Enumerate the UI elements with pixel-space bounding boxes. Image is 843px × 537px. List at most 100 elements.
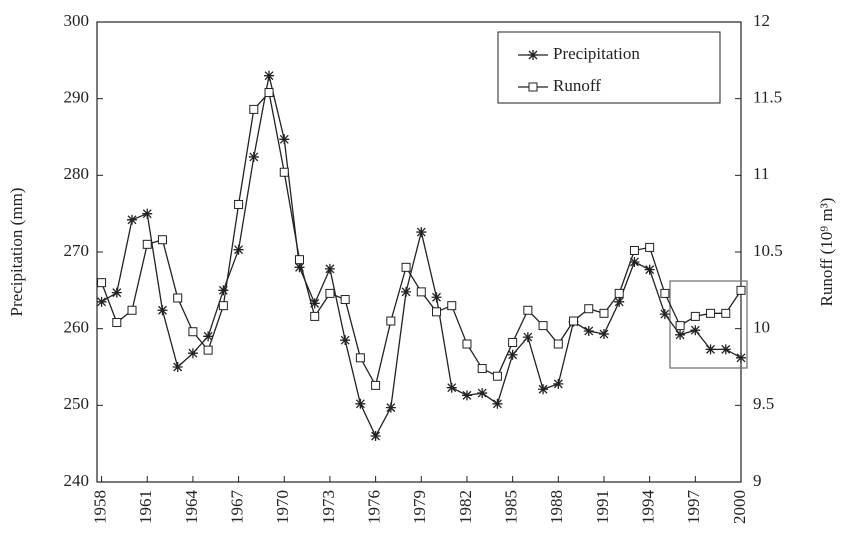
data-point bbox=[355, 353, 365, 363]
data-point bbox=[203, 345, 213, 355]
data-point bbox=[492, 398, 503, 409]
data-point bbox=[659, 309, 670, 320]
data-point bbox=[690, 325, 701, 336]
data-point bbox=[157, 235, 167, 245]
data-point bbox=[370, 431, 381, 441]
data-point bbox=[294, 255, 304, 265]
x-tick-label: 1967 bbox=[227, 490, 246, 525]
y-axis-label: Precipitation (mm) bbox=[7, 188, 26, 317]
y2-tick-label: 9.5 bbox=[753, 394, 774, 413]
data-point bbox=[477, 364, 487, 374]
data-point bbox=[279, 167, 289, 177]
legend-marker bbox=[528, 50, 538, 60]
y2-tick-label: 12 bbox=[753, 11, 770, 30]
y2-tick-label: 10 bbox=[753, 318, 770, 337]
data-point bbox=[690, 311, 700, 321]
data-point bbox=[644, 264, 655, 275]
x-tick-label: 1973 bbox=[319, 490, 338, 524]
data-point bbox=[736, 352, 746, 363]
data-point bbox=[492, 371, 502, 381]
data-point bbox=[584, 304, 594, 314]
legend-label: Precipitation bbox=[553, 44, 640, 63]
data-point bbox=[507, 349, 518, 360]
x-tick-label: 1964 bbox=[182, 490, 201, 525]
y2-tick-label: 10.5 bbox=[753, 241, 783, 260]
data-point bbox=[462, 339, 472, 349]
data-point bbox=[96, 296, 107, 307]
data-point bbox=[325, 288, 335, 298]
data-point bbox=[324, 263, 335, 274]
data-point bbox=[614, 296, 625, 307]
data-point bbox=[629, 256, 640, 267]
data-point bbox=[721, 308, 731, 318]
x-tick-label: 1997 bbox=[684, 490, 703, 525]
data-point bbox=[309, 298, 320, 309]
data-point bbox=[385, 402, 396, 413]
data-point bbox=[553, 378, 564, 389]
data-point bbox=[142, 239, 152, 249]
data-point bbox=[97, 278, 107, 288]
x-tick-label: 2000 bbox=[730, 490, 749, 524]
data-point bbox=[127, 214, 138, 225]
x-tick-label: 1994 bbox=[639, 490, 658, 525]
data-point bbox=[675, 329, 686, 340]
data-point bbox=[598, 329, 609, 340]
data-point bbox=[188, 327, 198, 337]
y-tick-label: 290 bbox=[64, 88, 90, 107]
x-tick-label: 1976 bbox=[365, 490, 384, 524]
y-tick-label: 260 bbox=[64, 318, 90, 337]
x-tick-label: 1970 bbox=[273, 490, 292, 524]
x-tick-label: 1985 bbox=[502, 490, 521, 524]
data-point bbox=[264, 88, 274, 98]
data-point bbox=[172, 362, 183, 372]
data-point bbox=[431, 292, 442, 303]
data-point bbox=[660, 288, 670, 298]
data-point bbox=[203, 331, 214, 342]
data-point bbox=[234, 199, 244, 209]
data-point bbox=[111, 287, 122, 298]
data-point bbox=[614, 288, 624, 298]
data-point bbox=[112, 318, 122, 328]
data-point bbox=[371, 380, 381, 390]
data-point bbox=[538, 384, 549, 395]
y2-tick-label: 11.5 bbox=[753, 88, 782, 107]
data-point bbox=[173, 293, 183, 303]
data-point bbox=[264, 70, 275, 81]
data-point bbox=[416, 287, 426, 297]
x-tick-label: 1958 bbox=[90, 490, 109, 524]
x-tick-label: 1991 bbox=[593, 490, 612, 524]
data-point bbox=[553, 339, 563, 349]
data-point bbox=[340, 335, 351, 346]
y2-tick-label: 11 bbox=[753, 164, 769, 183]
data-point bbox=[310, 311, 320, 321]
data-point bbox=[538, 321, 548, 331]
data-point bbox=[233, 244, 244, 255]
y-tick-label: 250 bbox=[64, 394, 90, 413]
data-point bbox=[218, 285, 229, 296]
y-tick-label: 270 bbox=[64, 241, 90, 260]
data-point bbox=[720, 344, 731, 355]
y2-axis-label: Runoff (10⁹ m³) bbox=[817, 198, 836, 307]
data-point bbox=[386, 316, 396, 326]
series-line bbox=[101, 75, 742, 438]
data-point bbox=[705, 344, 716, 355]
y-tick-label: 240 bbox=[64, 471, 90, 490]
x-tick-label: 1988 bbox=[547, 490, 566, 524]
data-point bbox=[508, 337, 518, 347]
data-point bbox=[522, 332, 533, 343]
data-point bbox=[447, 301, 457, 311]
y2-tick-label: 9 bbox=[753, 471, 762, 490]
legend-label: Runoff bbox=[553, 76, 601, 95]
data-point bbox=[294, 262, 305, 273]
highlight-box bbox=[669, 280, 748, 369]
data-point bbox=[401, 286, 412, 297]
data-point bbox=[432, 307, 442, 317]
data-point bbox=[416, 227, 427, 238]
data-point bbox=[629, 245, 639, 255]
x-tick-label: 1982 bbox=[456, 490, 475, 524]
legend-box bbox=[497, 31, 721, 104]
y-tick-label: 280 bbox=[64, 164, 90, 183]
data-point bbox=[569, 316, 579, 326]
data-point bbox=[645, 242, 655, 252]
data-point bbox=[477, 388, 488, 399]
